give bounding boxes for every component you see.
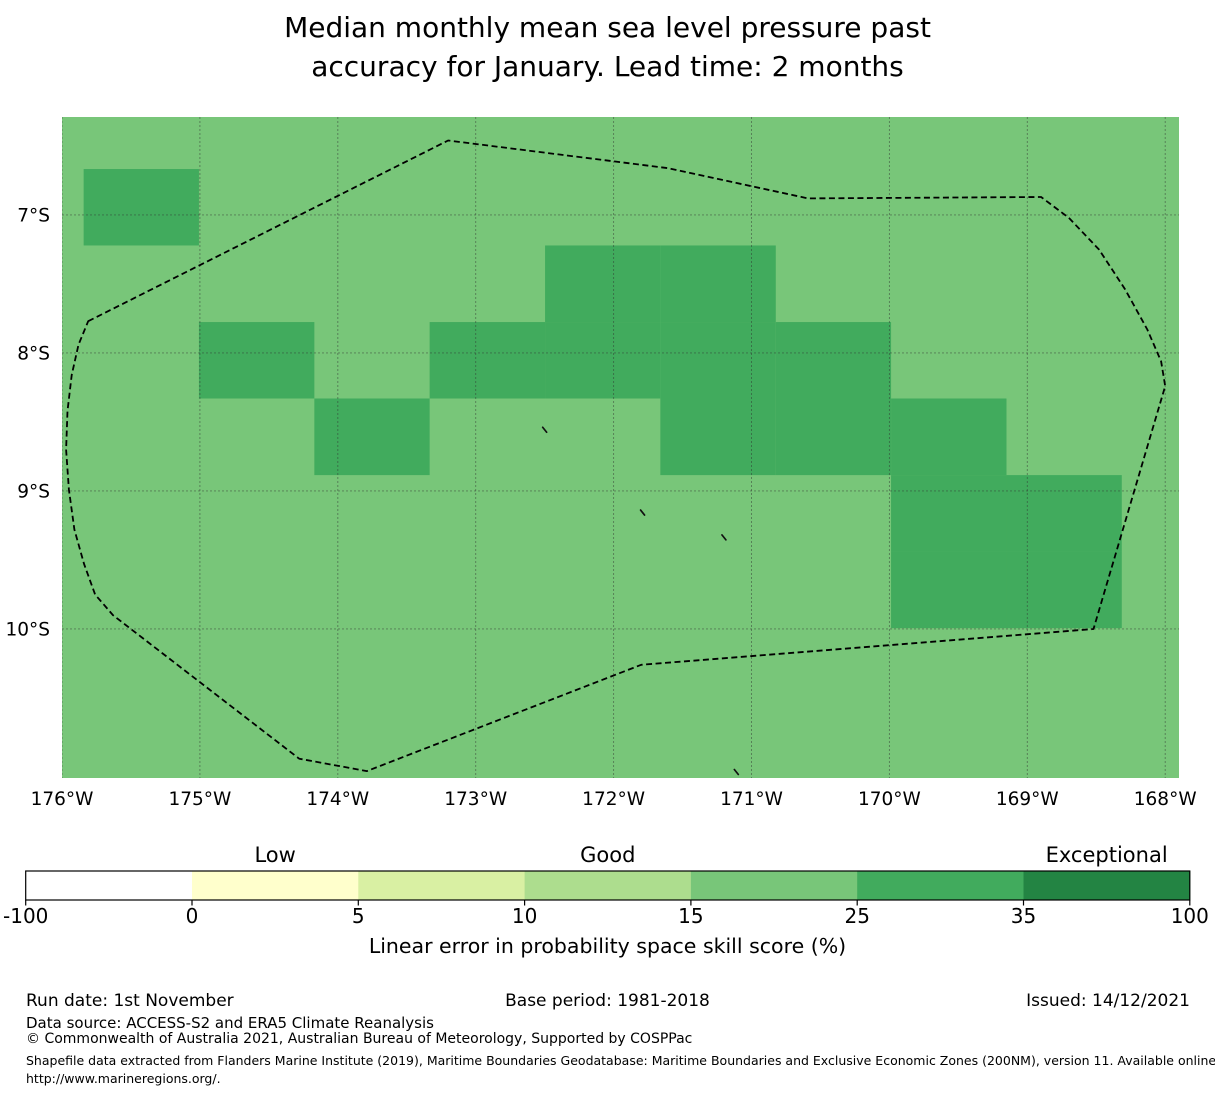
x-tick-label: 176°W — [31, 789, 94, 810]
colorbar-segment — [1023, 871, 1191, 900]
x-tick-label: 172°W — [582, 789, 645, 810]
skill-cell — [1006, 475, 1122, 552]
colorbar-segment — [192, 871, 359, 900]
colorbar-tick-label: 100 — [1171, 904, 1209, 928]
footer-shapefile-note: Shapefile data extracted from Flanders M… — [0, 1052, 1215, 1088]
island-mark — [639, 509, 646, 516]
data-source-text: Data source: ACCESS-S2 and ERA5 Climate … — [26, 1014, 434, 1032]
colorbar-segment — [358, 871, 526, 900]
colorbar-tick-label: 10 — [512, 904, 537, 928]
skill-cell — [545, 322, 661, 399]
colorbar-tick-label: 5 — [352, 904, 365, 928]
skill-cell — [775, 398, 892, 476]
x-tick-label: 173°W — [444, 789, 507, 810]
skill-cell — [429, 322, 546, 399]
skill-cell — [1006, 551, 1122, 629]
colorbar-category-label: Low — [254, 843, 295, 867]
skill-cell — [891, 475, 1007, 552]
chart-title-line1: Median monthly mean sea level pressure p… — [284, 11, 931, 44]
skill-cell — [83, 169, 199, 246]
x-tick-label: 171°W — [720, 789, 783, 810]
x-tick-label: 175°W — [168, 789, 231, 810]
skill-cell — [545, 245, 661, 323]
colorbar-category-label: Exceptional — [1046, 843, 1168, 867]
colorbar-tick-label: 25 — [844, 904, 869, 928]
eez-boundary — [65, 139, 1167, 772]
colorbar-category-label: Good — [580, 843, 635, 867]
skill-cell — [891, 398, 1007, 476]
skill-cell — [775, 322, 892, 399]
run-date-text: Run date: 1st November — [26, 991, 234, 1011]
x-tick-label: 169°W — [996, 789, 1059, 810]
skill-cell — [660, 398, 776, 476]
y-tick-label: 8°S — [17, 343, 50, 364]
colorbar-segment — [857, 871, 1024, 900]
island-mark — [733, 768, 740, 776]
shapefile-note-line1: Shapefile data extracted from Flanders M… — [26, 1053, 1215, 1068]
skill-cell — [198, 322, 315, 399]
skill-cell — [314, 398, 430, 476]
island-mark — [721, 534, 727, 541]
shapefile-note-line2: http://www.marineregions.org/. — [26, 1071, 221, 1086]
map-background — [62, 117, 1179, 778]
chart-title-line2: accuracy for January. Lead time: 2 month… — [311, 50, 904, 83]
x-tick-label: 168°W — [1134, 789, 1197, 810]
colorbar-segment — [25, 871, 193, 900]
colorbar-tick-label: 35 — [1011, 904, 1036, 928]
copyright-text: © Commonwealth of Australia 2021, Austra… — [26, 1031, 693, 1047]
skill-cell — [891, 551, 1007, 629]
skill-cell — [660, 322, 776, 399]
y-tick-label: 7°S — [17, 205, 50, 226]
chart-title: Median monthly mean sea level pressure p… — [0, 8, 1215, 86]
colorbar-border — [25, 870, 1191, 901]
map-layer — [62, 117, 1179, 778]
x-tick-label: 174°W — [306, 789, 369, 810]
issued-date-text: Issued: 14/12/2021 — [1026, 991, 1190, 1011]
colorbar-segment — [690, 871, 858, 900]
base-period-text: Base period: 1981-2018 — [505, 991, 710, 1011]
colorbar-tick-label: -100 — [3, 904, 48, 928]
colorbar-segment — [524, 871, 692, 900]
x-tick-label: 170°W — [858, 789, 921, 810]
colorbar-axis-label: Linear error in probability space skill … — [368, 934, 847, 958]
colorbar-tick-label: 0 — [186, 904, 199, 928]
y-tick-label: 10°S — [5, 619, 50, 640]
colorbar-tick-label: 15 — [678, 904, 703, 928]
skill-cell — [660, 245, 776, 323]
y-tick-label: 9°S — [17, 481, 50, 502]
island-mark — [541, 426, 548, 434]
